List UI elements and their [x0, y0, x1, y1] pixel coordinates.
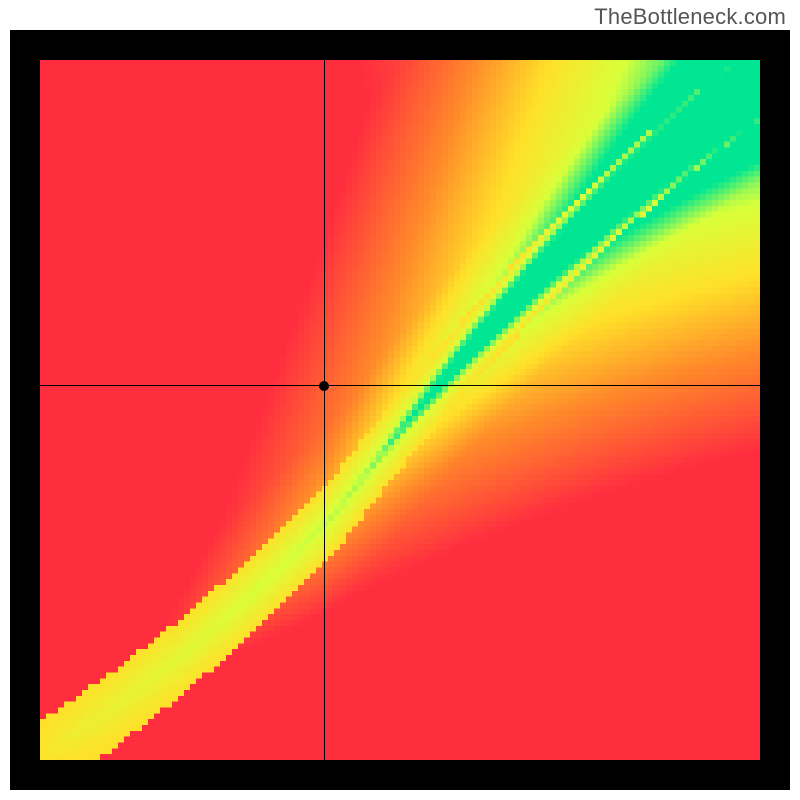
heatmap-plot	[40, 60, 760, 760]
watermark-text: TheBottleneck.com	[594, 4, 786, 30]
crosshair-vertical	[324, 60, 325, 760]
marker-dot	[319, 381, 329, 391]
heatmap-canvas	[40, 60, 760, 760]
chart-container: TheBottleneck.com	[0, 0, 800, 800]
crosshair-horizontal	[40, 385, 760, 386]
